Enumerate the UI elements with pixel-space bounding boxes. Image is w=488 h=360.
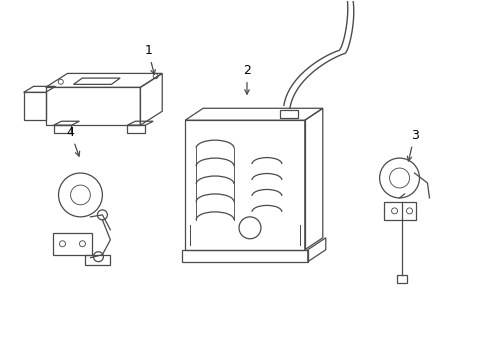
Text: 1: 1 — [144, 44, 155, 75]
Text: 3: 3 — [407, 129, 418, 161]
Text: 4: 4 — [66, 126, 80, 156]
Text: 2: 2 — [243, 64, 250, 94]
